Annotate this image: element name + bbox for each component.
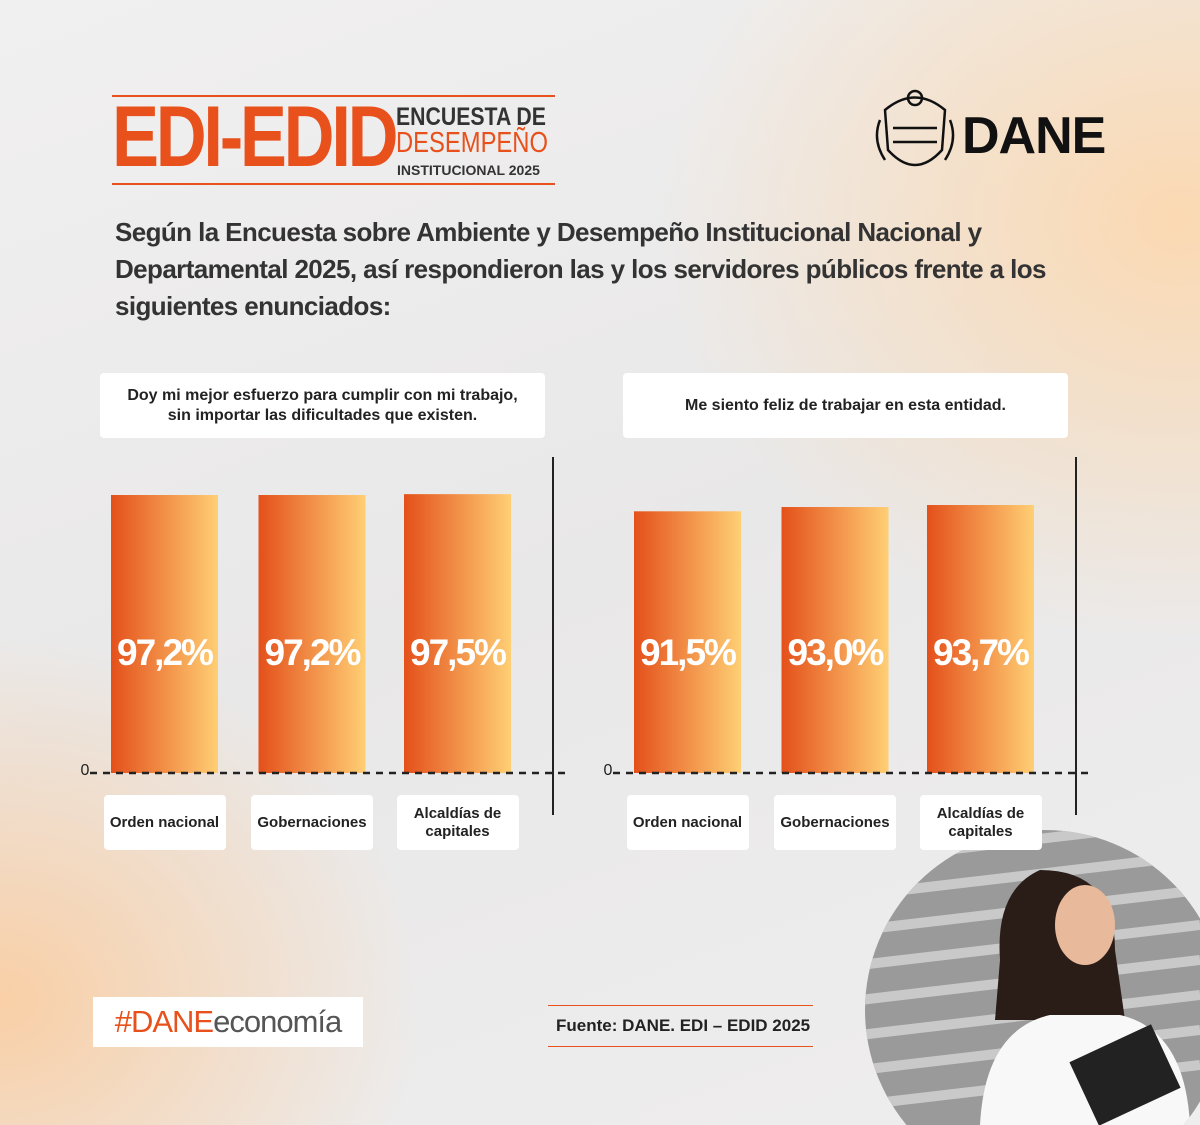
logo-text: DANE bbox=[962, 107, 1106, 165]
category-label: Orden nacional bbox=[103, 795, 226, 850]
intro: Según la Encuesta sobre Ambiente y Desem… bbox=[115, 217, 1046, 321]
survey-line: ENCUESTA DE bbox=[396, 103, 546, 131]
hashtag: #DANE economía bbox=[93, 997, 363, 1047]
value-label: 93,7% bbox=[933, 632, 1029, 673]
value-label: 97,5% bbox=[410, 632, 506, 673]
source: Fuente: DANE. EDI – EDID 2025 bbox=[556, 1016, 811, 1035]
survey-line: INSTITUCIONAL 2025 bbox=[397, 162, 540, 178]
category-label: Gobernaciones bbox=[251, 795, 373, 850]
rule bbox=[112, 183, 555, 185]
bar bbox=[634, 511, 741, 773]
bar bbox=[404, 494, 511, 773]
value-label: 93,0% bbox=[788, 632, 884, 673]
hashtag-prefix: #DANE bbox=[114, 1004, 214, 1039]
value-label: 97,2% bbox=[117, 632, 213, 673]
category-label: Gobernaciones bbox=[774, 795, 896, 850]
hashtag-suffix: economía bbox=[213, 1004, 342, 1039]
photo bbox=[865, 830, 1200, 1125]
survey-line: DESEMPEÑO bbox=[396, 127, 548, 159]
chart-title: Me siento feliz de trabajar en esta enti… bbox=[623, 373, 1068, 438]
category-label: Alcaldías de capitales bbox=[919, 795, 1042, 850]
rule bbox=[112, 95, 555, 97]
value-label: 91,5% bbox=[640, 632, 736, 673]
category-label: Orden nacional bbox=[626, 795, 749, 850]
rule bbox=[548, 1005, 813, 1006]
category-label: Alcaldías de capitales bbox=[396, 795, 519, 850]
bar bbox=[111, 495, 218, 773]
y-tick-label: 0 bbox=[81, 762, 90, 779]
value-label: 97,2% bbox=[265, 632, 361, 673]
bar bbox=[781, 507, 889, 773]
brand: EDI-EDID bbox=[112, 89, 399, 185]
y-tick-label: 0 bbox=[604, 762, 613, 779]
bar bbox=[927, 505, 1034, 773]
logo-shield bbox=[875, 89, 955, 167]
bar bbox=[258, 495, 366, 773]
rule bbox=[548, 1046, 813, 1047]
chart-title: Doy mi mejor esfuerzo para cumplir con m… bbox=[100, 373, 545, 438]
